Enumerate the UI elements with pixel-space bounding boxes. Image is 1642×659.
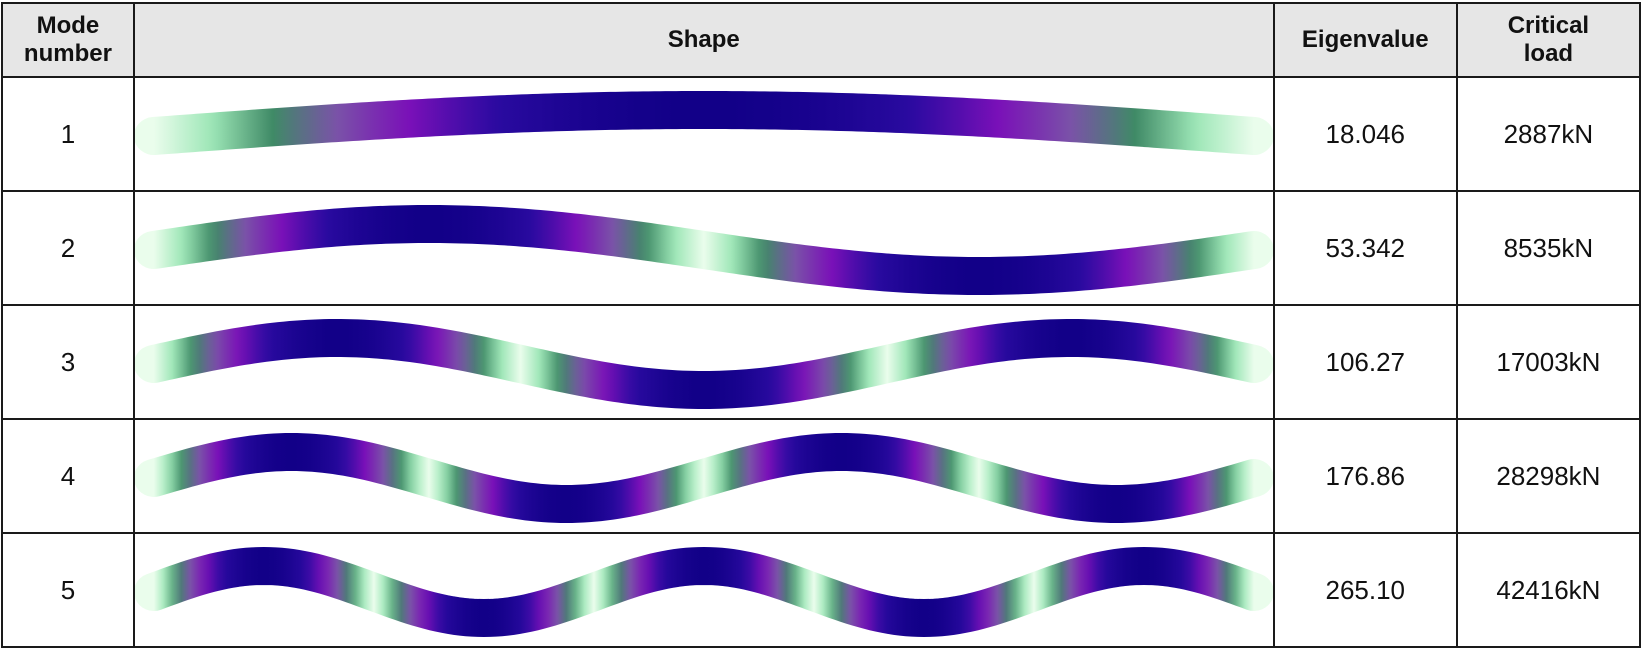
mode-shape-graphic xyxy=(134,204,1273,296)
mode-shape-band xyxy=(134,204,1273,296)
eigenvalue-cell: 265.10 xyxy=(1272,532,1458,648)
eigenvalue-cell: 106.27 xyxy=(1272,304,1458,420)
mode-number-cell: 5 xyxy=(1,532,135,648)
mode-shape-graphic xyxy=(134,432,1273,524)
mode-shape-cell xyxy=(132,76,1275,192)
mode-shape-cell xyxy=(132,304,1275,420)
mode-shape-graphic xyxy=(134,318,1273,410)
buckling-modes-table: Mode number Shape Eigenvalue Critical lo… xyxy=(1,2,1642,648)
table-row: 4 176.86 28298kN xyxy=(1,418,1642,534)
eigenvalue-cell: 53.342 xyxy=(1272,190,1458,306)
mode-shape-cell xyxy=(132,418,1275,534)
mode-shape-graphic xyxy=(134,91,1273,155)
critical-load-cell: 2887kN xyxy=(1455,76,1642,192)
critical-load-cell: 8535kN xyxy=(1455,190,1642,306)
critical-load-cell: 42416kN xyxy=(1455,532,1642,648)
mode-shape-cell xyxy=(132,190,1275,306)
table-row: 2 53.342 8535kN xyxy=(1,190,1642,306)
mode-shape-band xyxy=(134,318,1273,410)
header-mode-number: Mode number xyxy=(1,2,135,78)
eigenvalue-cell: 18.046 xyxy=(1272,76,1458,192)
table-row: 5 265.10 42416kN xyxy=(1,532,1642,648)
header-eigenvalue: Eigenvalue xyxy=(1272,2,1458,78)
header-shape: Shape xyxy=(132,2,1275,78)
mode-number-cell: 2 xyxy=(1,190,135,306)
mode-shape-graphic xyxy=(134,546,1273,638)
header-row: Mode number Shape Eigenvalue Critical lo… xyxy=(1,2,1642,78)
mode-shape-cell xyxy=(132,532,1275,648)
mode-shape-band xyxy=(134,546,1273,638)
mode-shape-band xyxy=(134,91,1273,155)
critical-load-cell: 17003kN xyxy=(1455,304,1642,420)
eigenvalue-cell: 176.86 xyxy=(1272,418,1458,534)
table-row: 3 106.27 17003kN xyxy=(1,304,1642,420)
table-row: 1 18.046 2887kN xyxy=(1,76,1642,192)
header-critical-load: Critical load xyxy=(1455,2,1642,78)
mode-number-cell: 1 xyxy=(1,76,135,192)
mode-shape-band xyxy=(134,432,1273,524)
mode-number-cell: 4 xyxy=(1,418,135,534)
mode-number-cell: 3 xyxy=(1,304,135,420)
critical-load-cell: 28298kN xyxy=(1455,418,1642,534)
